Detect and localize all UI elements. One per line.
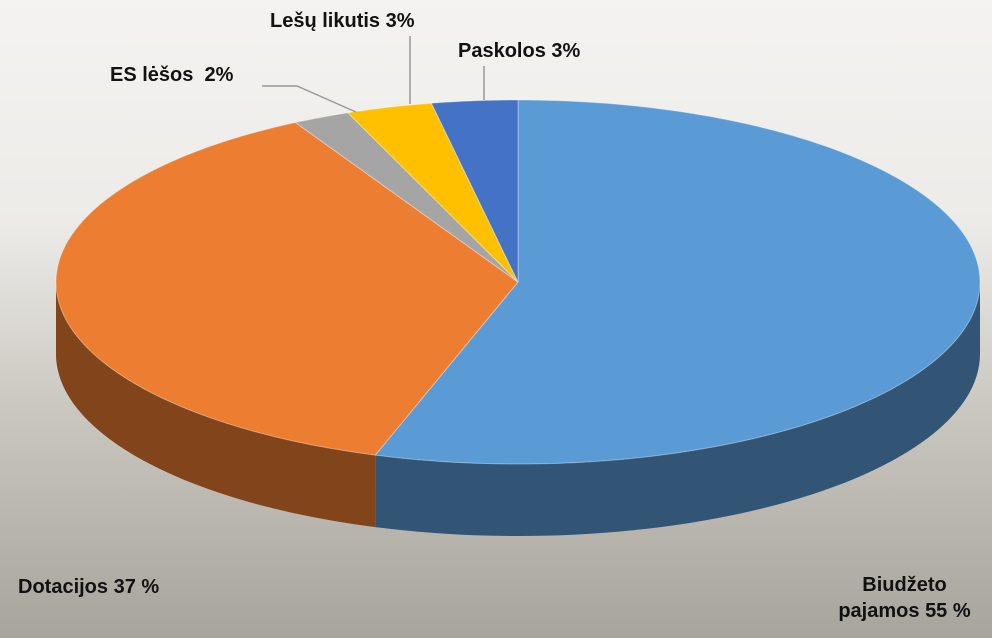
leader-line [262, 85, 357, 113]
value-label: 37 % [113, 576, 160, 598]
category-label: Biudžeto pajamos [838, 574, 953, 622]
data-label: Paskolos 3% [458, 38, 580, 64]
category-label: Dotacijos [18, 576, 109, 598]
value-label: 2% [198, 64, 234, 86]
category-label: ES lėšos [110, 64, 194, 86]
value-label: 55 % [925, 600, 971, 622]
pie-slice [374, 99, 981, 465]
category-label: Paskolos [458, 40, 546, 62]
value-label: 3% [551, 40, 581, 62]
pie-slice [346, 102, 519, 283]
pie-slice [294, 112, 519, 283]
pie-slice [430, 99, 519, 283]
data-label: Lešų likutis 3% [270, 8, 415, 34]
slice-side [375, 282, 981, 536]
data-label: Biudžeto pajamos 55 % [822, 572, 987, 624]
data-label: ES lėšos 2% [110, 62, 233, 88]
pie-slice [55, 121, 519, 456]
value-label: 3% [385, 10, 415, 32]
category-label: Lešų likutis [270, 10, 381, 32]
slice-side [56, 282, 376, 528]
data-label: Dotacijos 37 % [18, 574, 159, 600]
